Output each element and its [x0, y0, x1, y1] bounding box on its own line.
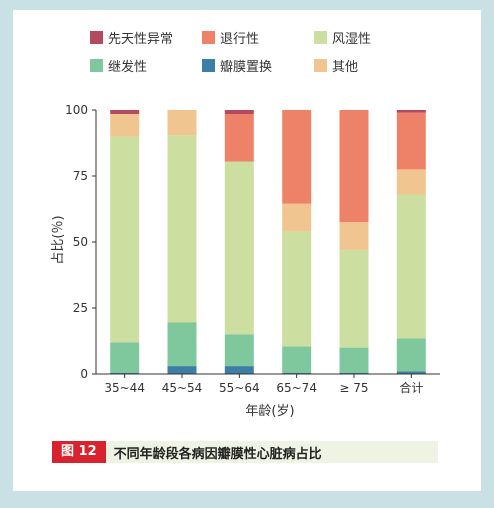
bar-segment: [167, 110, 197, 136]
y-tick-label: 50: [73, 235, 88, 249]
bar-segment: [396, 338, 426, 372]
figure-caption: 图 12 不同年龄段各病因瓣膜性心脏病占比: [52, 441, 438, 463]
bar-segment: [339, 347, 369, 373]
bar-segment: [110, 372, 140, 374]
bar-segment: [110, 114, 140, 137]
legend-swatch: [314, 59, 327, 72]
bar-segment: [396, 371, 426, 374]
bar-segment: [110, 342, 140, 373]
legend-swatch: [90, 31, 103, 44]
legend-swatch: [202, 59, 215, 72]
bars-layer: [110, 110, 426, 374]
legend-item-congenital: 先天性异常: [90, 28, 202, 47]
legend-label: 风湿性: [332, 32, 372, 47]
bar-segment: [224, 110, 254, 114]
legend-label: 先天性异常: [108, 32, 174, 47]
legend-swatch: [202, 31, 215, 44]
bar-segment: [282, 346, 312, 373]
bar-segment: [396, 194, 426, 339]
legend-item-rheumatic: 风湿性: [314, 28, 426, 47]
bar-segment: [396, 110, 426, 113]
figure-number-tag: 图 12: [52, 441, 106, 463]
legend-label: 其他: [332, 60, 359, 75]
y-tick-label: 25: [73, 301, 88, 315]
x-tick-label: 合计: [399, 380, 423, 395]
legend-item-degenerative: 退行性: [202, 28, 314, 47]
bar-segment: [339, 110, 369, 223]
y-tick-label: 0: [80, 367, 88, 381]
chart-legend: 先天性异常 退行性 风湿性 继发性 瓣膜置换 其他: [90, 28, 420, 75]
legend-item-secondary: 继发性: [90, 56, 202, 75]
legend-label: 继发性: [108, 60, 148, 75]
x-tick-label: 65~74: [276, 381, 317, 395]
bar-segment: [282, 203, 312, 232]
bar-segment: [110, 136, 140, 343]
legend-label: 退行性: [220, 32, 260, 47]
legend-label: 瓣膜置换: [220, 60, 273, 75]
x-tick-label: 45~54: [162, 381, 203, 395]
bar-segment: [224, 114, 254, 162]
bar-segment: [282, 372, 312, 374]
figure-caption-text: 不同年龄段各病因瓣膜性心脏病占比: [113, 446, 322, 462]
bar-segment: [224, 366, 254, 374]
legend-swatch: [90, 59, 103, 72]
bar-segment: [282, 110, 312, 204]
bar-segment: [282, 231, 312, 347]
legend-item-valve-replacement: 瓣膜置换: [202, 56, 314, 75]
bar-segment: [110, 110, 140, 114]
x-axis-label: 年龄(岁): [245, 404, 294, 419]
bar-segment: [339, 249, 369, 348]
axes-layer: 35~44 45~54 55~64 65~74 ≥ 75 合计 0 25 50 75 100: [65, 103, 440, 395]
x-tick-label: ≥ 75: [339, 381, 368, 395]
x-tick-label: 35~44: [104, 381, 145, 395]
y-tick-label: 100: [65, 103, 88, 117]
bar-segment: [224, 161, 254, 335]
y-axis-label: 占比(％): [51, 215, 66, 264]
legend-swatch: [314, 31, 327, 44]
legend-item-other: 其他: [314, 56, 426, 75]
bar-segment: [339, 222, 369, 250]
bar-segment: [167, 322, 197, 367]
bar-segment: [396, 112, 426, 170]
y-tick-label: 75: [73, 169, 88, 183]
bar-segment: [167, 135, 197, 323]
bar-segment: [224, 334, 254, 367]
x-tick-label: 55~64: [219, 381, 260, 395]
bar-segment: [396, 169, 426, 195]
bar-segment: [167, 366, 197, 374]
bar-segment: [339, 372, 369, 374]
